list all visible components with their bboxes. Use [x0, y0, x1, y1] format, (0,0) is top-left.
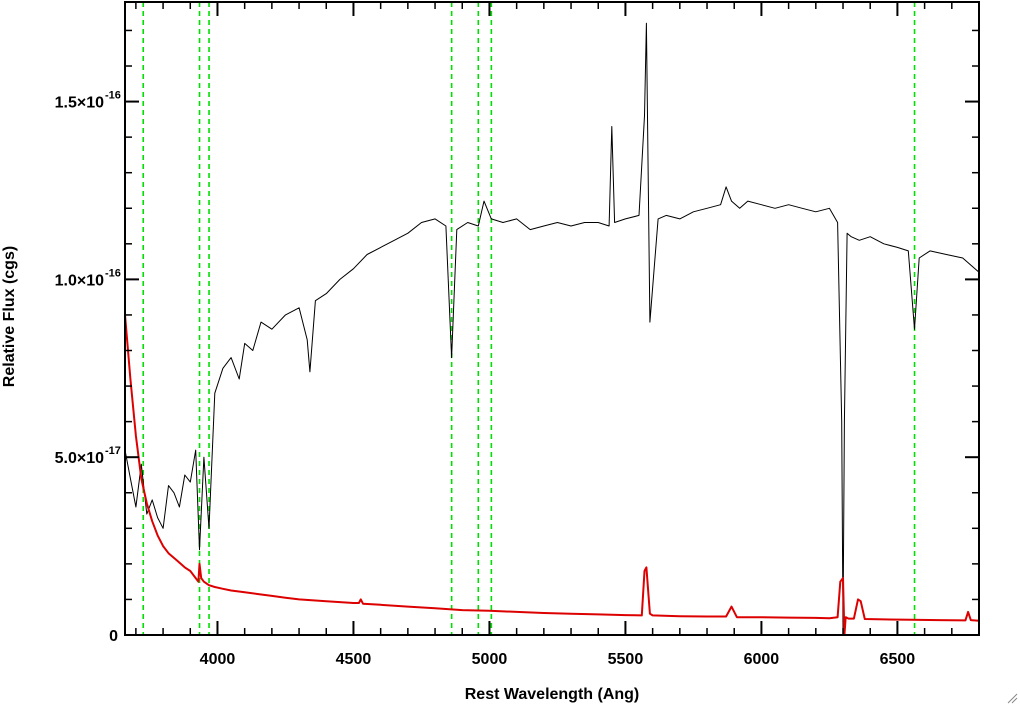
spectrum-series-1 [124, 314, 980, 636]
x-axis-ticks: 4000 4500 5000 5500 6000 6500 [135, 2, 980, 668]
y-tick-exponent-2: -16 [105, 267, 121, 279]
resize-grip-icon[interactable] [1006, 692, 1018, 704]
plot-frame [124, 1, 980, 636]
spectrum-series-0 [124, 22, 980, 629]
x-axis-label: Rest Wavelength (Ang) [465, 686, 640, 703]
x-tick-label-0: 4000 [200, 651, 236, 668]
series-layer [124, 22, 980, 636]
x-tick-label-1: 4500 [336, 651, 372, 668]
x-tick-label-2: 5000 [472, 651, 508, 668]
y-tick-label-1: 5.0×10 [55, 450, 104, 467]
y-tick-label-0: 0 [109, 628, 118, 645]
x-tick-label-4: 6000 [744, 651, 780, 668]
reference-lines [142, 2, 916, 635]
x-tick-label-3: 5500 [608, 651, 644, 668]
y-axis-ticks: 05.0×10 -171.0×10 -161.5×10 -16 [55, 29, 979, 645]
x-tick-label-5: 6500 [880, 651, 916, 668]
y-axis-label: Relative Flux (cgs) [1, 246, 18, 387]
y-tick-label-3: 1.5×10 [55, 95, 104, 112]
y-tick-exponent-1: -17 [105, 445, 121, 457]
y-tick-exponent-3: -16 [105, 90, 121, 102]
y-tick-label-2: 1.0×10 [55, 272, 104, 289]
